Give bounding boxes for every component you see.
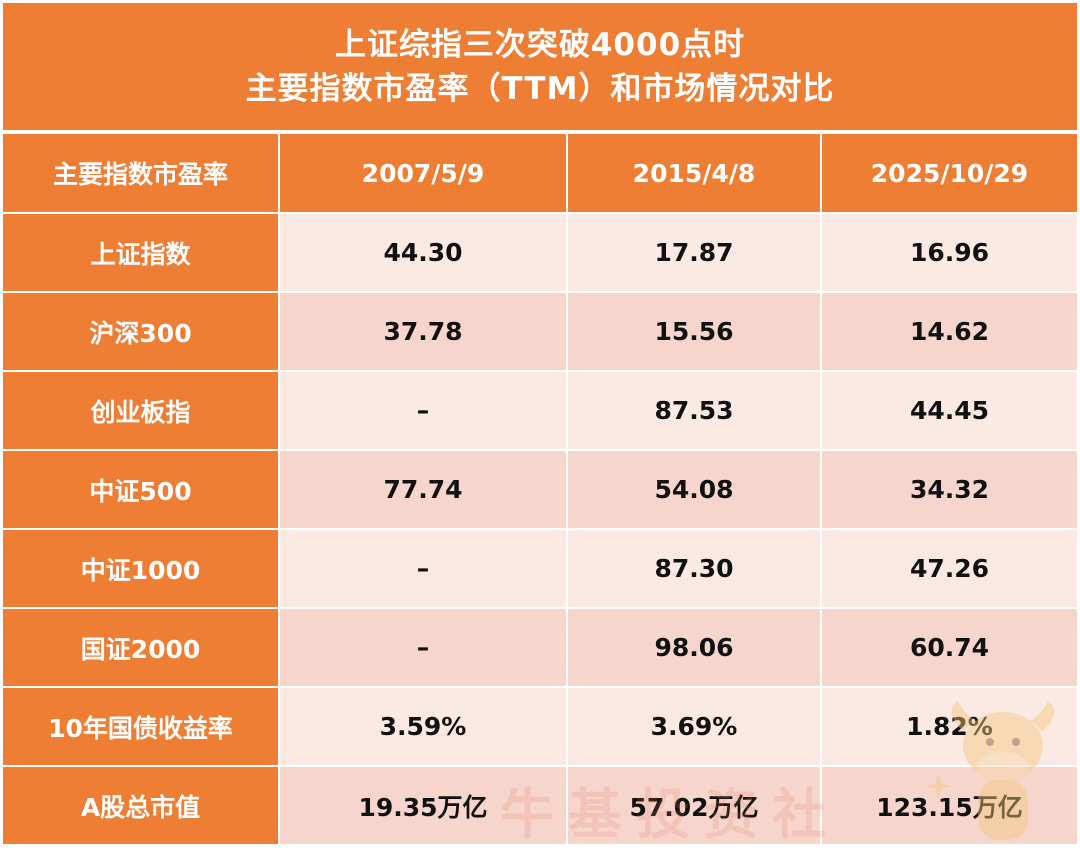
value-cell: 3.69% bbox=[568, 688, 822, 767]
value-cell: 15.56 bbox=[568, 293, 822, 372]
value-cell: – bbox=[280, 530, 568, 609]
value-cell: 87.53 bbox=[568, 372, 822, 451]
header-corner: 主要指数市盈率 bbox=[3, 134, 280, 214]
title-line-1: 上证综指三次突破4000点时 bbox=[334, 26, 746, 63]
value-cell: 77.74 bbox=[280, 451, 568, 530]
value-cell: 44.30 bbox=[280, 214, 568, 293]
row-label: 沪深300 bbox=[3, 293, 280, 372]
value-cell: 54.08 bbox=[568, 451, 822, 530]
value-cell: 3.59% bbox=[280, 688, 568, 767]
value-cell: 37.78 bbox=[280, 293, 568, 372]
table-row: 国证2000–98.06 60.74 bbox=[3, 609, 1077, 688]
value-cell: 57.02万亿 bbox=[568, 767, 822, 846]
table-title: 上证综指三次突破4000点时 主要指数市盈率（TTM）和市场情况对比 bbox=[3, 3, 1077, 130]
table-row: 中证500 77.74 54.08 34.32 bbox=[3, 451, 1077, 530]
value-cell: – bbox=[280, 372, 568, 451]
row-label: 中证500 bbox=[3, 451, 280, 530]
table-row: 10年国债收益率 3.59% 3.69% 1.82% bbox=[3, 688, 1077, 767]
table-row: A股总市值 19.35万亿 57.02万亿 123.15万亿 bbox=[3, 767, 1077, 846]
value-cell: 47.26 bbox=[822, 530, 1077, 609]
row-label: 创业板指 bbox=[3, 372, 280, 451]
row-label: 中证1000 bbox=[3, 530, 280, 609]
table-row: 上证指数 44.30 17.87 16.96 bbox=[3, 214, 1077, 293]
value-cell: 1.82% bbox=[822, 688, 1077, 767]
value-cell: – bbox=[280, 609, 568, 688]
header-date: 2007/5/9 bbox=[280, 134, 568, 214]
row-label: 上证指数 bbox=[3, 214, 280, 293]
value-cell: 44.45 bbox=[822, 372, 1077, 451]
table-row: 中证1000–87.30 47.26 bbox=[3, 530, 1077, 609]
header-row: 主要指数市盈率 2007/5/9 2015/4/8 2025/10/29 bbox=[3, 134, 1077, 214]
value-cell: 123.15万亿 bbox=[822, 767, 1077, 846]
header-date: 2015/4/8 bbox=[568, 134, 822, 214]
row-label: 国证2000 bbox=[3, 609, 280, 688]
value-cell: 60.74 bbox=[822, 609, 1077, 688]
table-row: 创业板指 –87.53 44.45 bbox=[3, 372, 1077, 451]
row-label: A股总市值 bbox=[3, 767, 280, 846]
value-cell: 34.32 bbox=[822, 451, 1077, 530]
value-cell: 16.96 bbox=[822, 214, 1077, 293]
value-cell: 14.62 bbox=[822, 293, 1077, 372]
header-date: 2025/10/29 bbox=[822, 134, 1077, 214]
row-label: 10年国债收益率 bbox=[3, 688, 280, 767]
value-cell: 98.06 bbox=[568, 609, 822, 688]
title-line-2: 主要指数市盈率（TTM）和市场情况对比 bbox=[245, 70, 835, 107]
table-row: 沪深300 37.78 15.56 14.62 bbox=[3, 293, 1077, 372]
value-cell: 19.35万亿 bbox=[280, 767, 568, 846]
value-cell: 17.87 bbox=[568, 214, 822, 293]
value-cell: 87.30 bbox=[568, 530, 822, 609]
pe-comparison-table: 主要指数市盈率 2007/5/9 2015/4/8 2025/10/29 上证指… bbox=[3, 134, 1077, 846]
